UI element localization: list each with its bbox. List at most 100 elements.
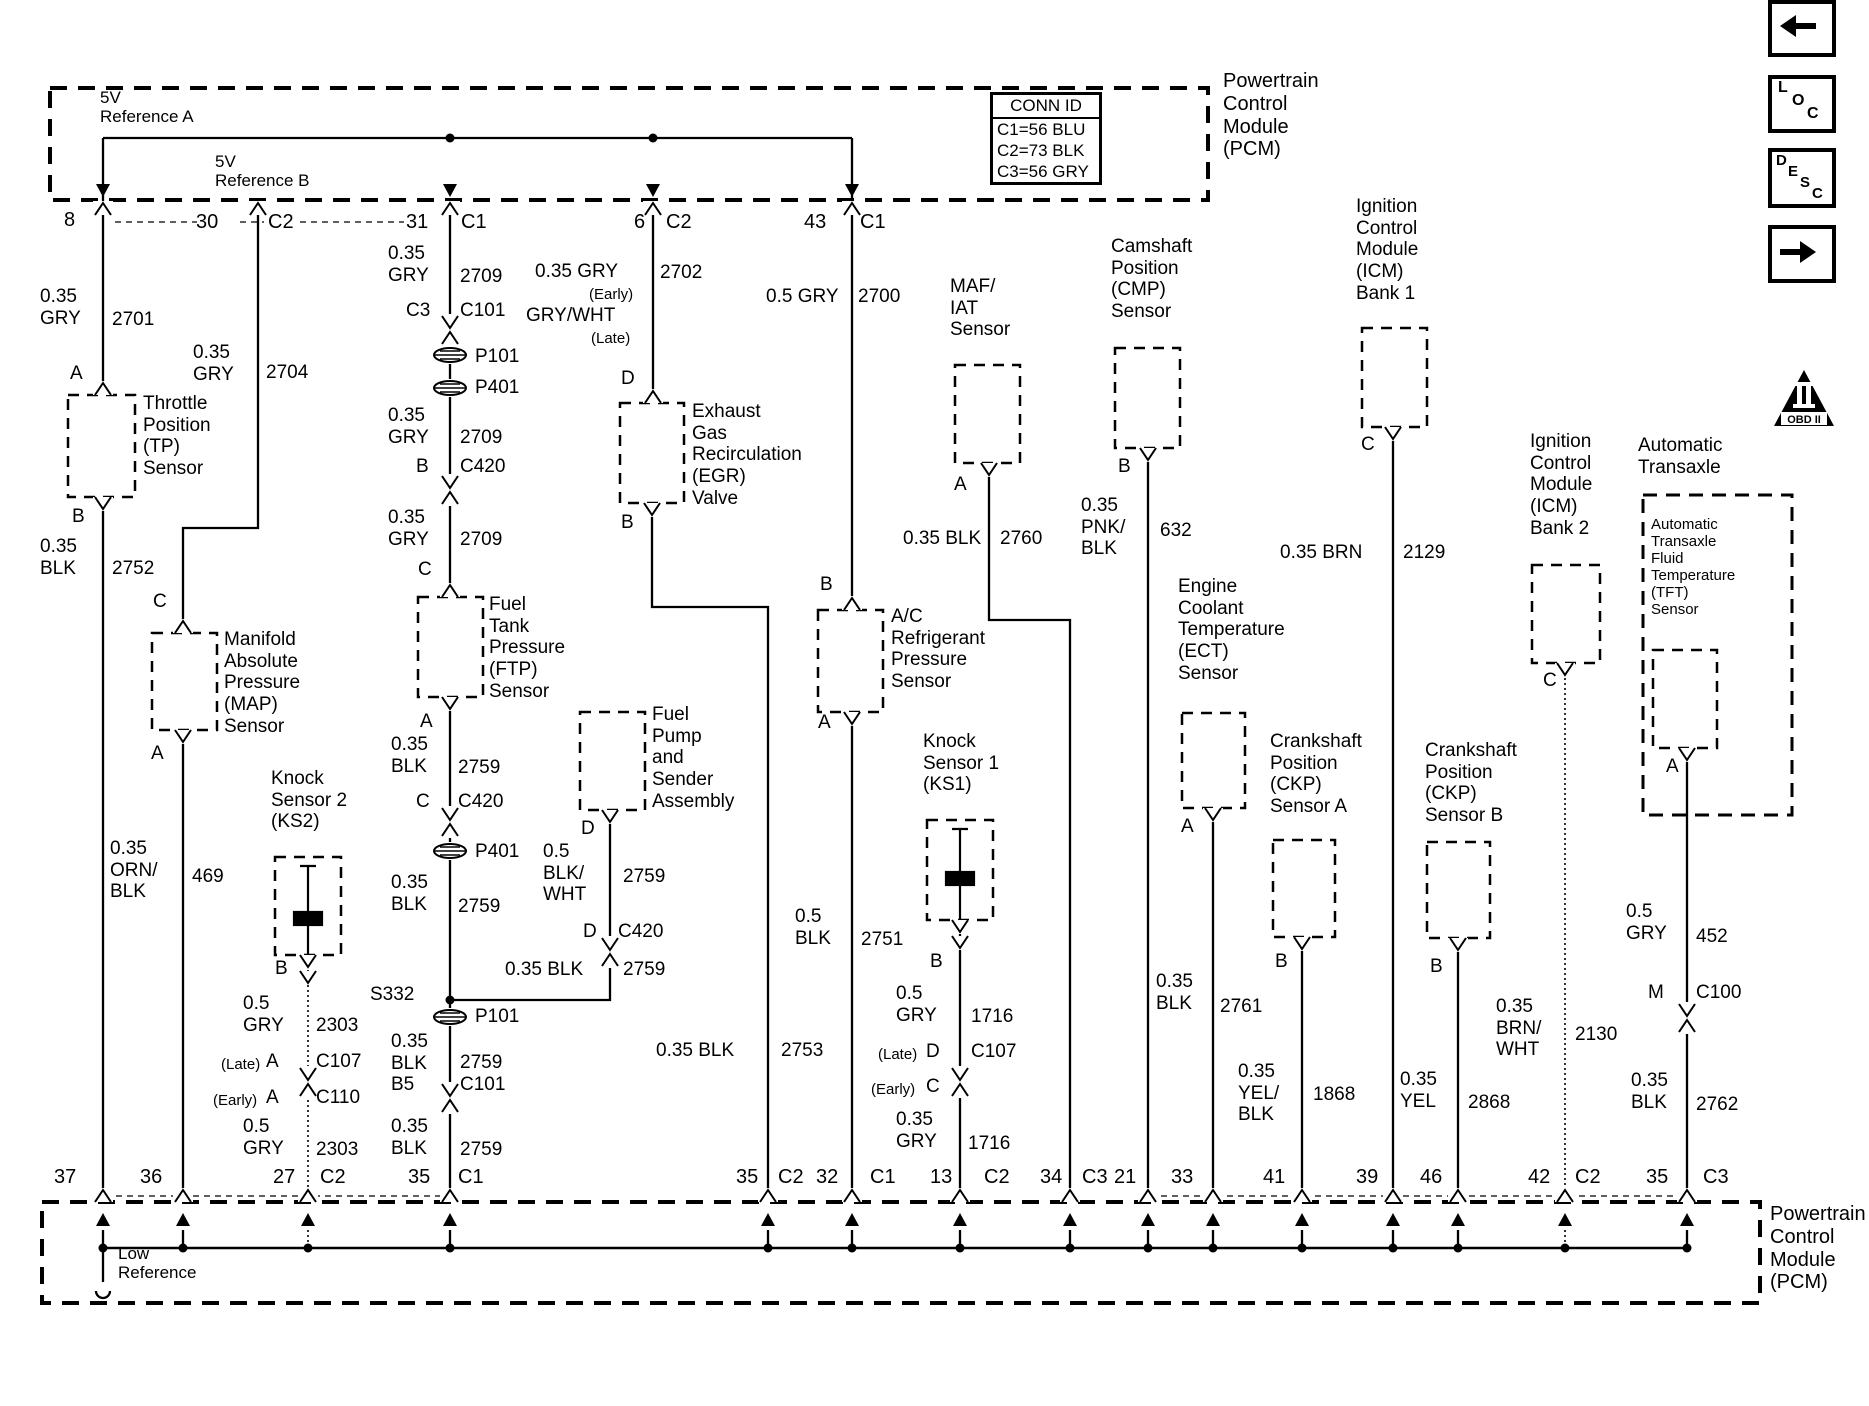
pcm-bottom-box [40, 1200, 1762, 1305]
wire-2759e-num: 2759 [623, 866, 666, 887]
wire-2701-num: 2701 [112, 309, 155, 330]
wire-1716b-gauge: 0.35 GRY [896, 1109, 937, 1152]
wire-2760-num: 2760 [1000, 528, 1043, 549]
wire-2709c-gauge: 0.35 GRY [388, 507, 429, 550]
wire-2759a-num: 2759 [458, 757, 501, 778]
ftp-term-c: C [418, 559, 432, 580]
conn-id-row-c3: C3=56 GRY [997, 162, 1089, 181]
tft-sensor-box [1651, 648, 1719, 750]
cmp-sensor-box [1113, 346, 1182, 450]
wire-map-column [181, 215, 260, 1190]
pin-27-conn: C2 [320, 1166, 346, 1188]
splice-s332-label: S332 [370, 984, 415, 1005]
knock-sensor-symbols [292, 827, 976, 955]
pin-8: 8 [64, 209, 76, 231]
ks2-conn-c110: C110 [316, 1087, 361, 1108]
ks1-early: (Early) [871, 1081, 916, 1098]
desc-letter-d: D [1776, 152, 1787, 169]
pin-36: 36 [140, 1166, 163, 1188]
low-reference-hook [94, 1248, 112, 1300]
wire-2709c-num: 2709 [460, 529, 503, 550]
wire-2751-num: 2751 [861, 929, 904, 950]
tft-conn-m: M [1648, 982, 1664, 1003]
conn-id-row-c1: C1=56 BLU [997, 120, 1086, 139]
fp-title: Fuel Pump and Sender Assembly [652, 704, 735, 812]
pin-32-conn: C1 [870, 1166, 896, 1188]
fp-conn-c420: C420 [618, 921, 664, 942]
conn-c420b: C420 [458, 791, 504, 812]
ac-term-b: B [820, 574, 833, 595]
wire-2759d-num: 2759 [460, 1139, 503, 1160]
map-term-c: C [153, 591, 167, 612]
egr-wire-early: 0.35 GRY [535, 261, 619, 282]
ckpa-title: Crankshaft Position (CKP) Sensor A [1270, 731, 1362, 817]
ac-pressure-box [816, 608, 885, 714]
svg-text:OBD II: OBD II [1787, 414, 1821, 426]
wire-2753-gauge: 0.35 BLK [656, 1040, 735, 1061]
wire-2759b-num: 2759 [458, 896, 501, 917]
ks2-late-term: A [266, 1051, 279, 1072]
tft-title: Automatic Transaxle Fluid Temperature (T… [1651, 516, 1736, 619]
next-page-button[interactable] [1768, 225, 1836, 283]
maf-title: MAF/ IAT Sensor [950, 276, 1011, 341]
pin-6: 6 [634, 211, 646, 233]
ks2-title: Knock Sensor 2 (KS2) [271, 768, 348, 833]
desc-button[interactable]: D E S C [1768, 148, 1836, 208]
pin-34-conn: C3 [1082, 1166, 1108, 1188]
pin-39: 39 [1356, 1166, 1379, 1188]
pin-13-conn: C2 [984, 1166, 1010, 1188]
pin-32: 32 [816, 1166, 839, 1188]
wire-2704-num: 2704 [266, 362, 309, 383]
wire-2700-num: 2700 [858, 286, 901, 307]
loc-button[interactable]: L O C [1768, 75, 1836, 133]
wire-2762-gauge: 0.35 BLK [1631, 1070, 1668, 1113]
previous-page-button[interactable] [1768, 0, 1836, 57]
ac-term-a: A [818, 712, 831, 733]
icm2-box [1530, 563, 1602, 665]
wire-2761-gauge: 0.35 BLK [1156, 971, 1193, 1014]
ks1-early-term: C [926, 1076, 940, 1097]
egr-early: (Early) [589, 286, 634, 303]
ks1-term-b: B [930, 951, 943, 972]
wire-2130-gauge: 0.35 BRN/ WHT [1496, 996, 1542, 1061]
pin-34: 34 [1040, 1166, 1063, 1188]
ks1-conn-c107: C107 [971, 1041, 1017, 1062]
wire-469-gauge: 0.35 ORN/ BLK [110, 838, 158, 903]
conn-id-table: CONN ID C1=56 BLU C2=73 BLK C3=56 GRY [990, 92, 1102, 185]
wire-2759c-gauge: 0.35 BLK B5 [391, 1031, 428, 1096]
wire-2759c-num: 2759 C101 [460, 1052, 506, 1095]
conn-c101a: C101 [460, 300, 506, 321]
at-title: Automatic Transaxle [1638, 435, 1723, 478]
wire-2751-gauge: 0.5 BLK [795, 906, 831, 949]
wire-2752-num: 2752 [112, 558, 155, 579]
wire-fuel-pump [450, 810, 612, 1002]
wire-2701-gauge: 0.35 GRY [40, 286, 81, 329]
tp-term-a: A [70, 363, 83, 384]
icm1-title: Ignition Control Module (ICM) Bank 1 [1356, 196, 1419, 304]
pin-46: 46 [1420, 1166, 1443, 1188]
ckpb-title: Crankshaft Position (CKP) Sensor B [1425, 740, 1517, 826]
tft-conn-c100: C100 [1696, 982, 1742, 1003]
wire-2700-gauge: 0.5 GRY [766, 286, 839, 307]
low-ref-label: Low Reference [118, 1244, 197, 1283]
pin-42: 42 [1528, 1166, 1551, 1188]
wire-1716-num: 1716 [971, 1006, 1014, 1027]
ks1-title: Knock Sensor 1 (KS1) [923, 731, 1000, 796]
pin-35c-conn: C3 [1703, 1166, 1729, 1188]
egr-title: Exhaust Gas Recirculation (EGR) Valve [692, 401, 802, 509]
wire-2129-gauge: 0.35 BRN [1280, 542, 1363, 563]
wire-2709b-gauge: 0.35 GRY [388, 405, 429, 448]
ks2-late: (Late) [221, 1056, 261, 1073]
fuel-pump-box [578, 710, 647, 812]
pin-35a: 35 [408, 1166, 431, 1188]
conn-c3: C3 [406, 300, 431, 321]
pin-41: 41 [1263, 1166, 1286, 1188]
pin-43: 43 [804, 211, 827, 233]
ref-a-label: 5V Reference A [100, 88, 194, 127]
wire-2762-num: 2762 [1696, 1094, 1739, 1115]
egr-valve-box [618, 401, 686, 505]
maf-iat-box [953, 363, 1022, 465]
pin-35b: 35 [736, 1166, 759, 1188]
pin-30-conn: C2 [268, 211, 294, 233]
